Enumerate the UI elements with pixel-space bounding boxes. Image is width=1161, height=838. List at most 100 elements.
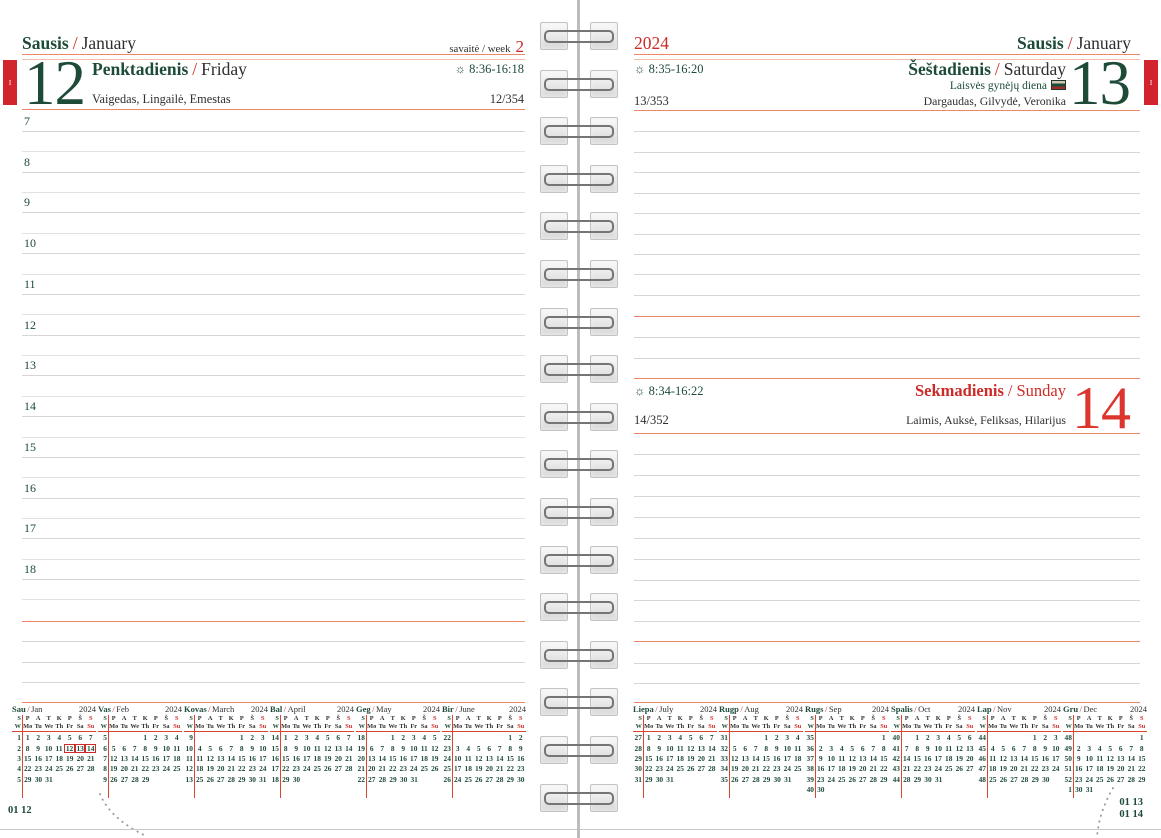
sun-icon: ☼ — [454, 62, 467, 76]
month-tab-right: I — [1144, 60, 1158, 105]
calendar-day-cell: 14 — [752, 753, 760, 763]
weekday-cell: We — [216, 722, 226, 730]
calendar-day-cell: 26 — [955, 764, 963, 774]
calendar-week-row: 42 14 15 16 17 18 19 20 — [891, 754, 975, 764]
week-label: savaitė / week — [449, 43, 511, 55]
calendar-day-cell: 22 — [762, 764, 770, 774]
calendar-day-cell: 18 — [313, 753, 321, 763]
calendar-day-cell: 20 — [741, 764, 749, 774]
calendar-week-row: 24 10 11 12 13 14 15 16 — [442, 754, 526, 764]
calendar-day-cell: 22 — [23, 764, 32, 774]
calendar-day-cell: 4 — [946, 733, 951, 743]
calendar-day-cell: 24 — [162, 764, 170, 774]
binding-wire — [544, 125, 614, 139]
today-box: 13 — [74, 743, 86, 754]
week-number-cell: 51 — [1064, 764, 1072, 774]
calendar-day-cell: 25 — [945, 764, 953, 774]
weekday-cell: K — [400, 715, 406, 722]
calendar-week-row: 14 1 2 3 4 5 6 7 — [270, 733, 354, 743]
weekday-cell: Sa — [955, 722, 963, 730]
calendar-day-cell: 27 — [859, 774, 867, 784]
weekday-cell: K — [849, 715, 855, 722]
weekday-cell: P — [197, 715, 202, 722]
calendar-week-row: 22 1 2 — [442, 733, 526, 743]
ruled-line — [634, 294, 1140, 296]
week-number-cell: 38 — [806, 764, 814, 774]
calendar-week-row: 47 18 19 20 21 22 23 24 — [977, 764, 1061, 774]
weekday-cell: P — [1076, 715, 1081, 722]
calendar-day-cell: 24 — [303, 764, 311, 774]
week-number-cell: 40 — [806, 784, 814, 794]
calendar-day-cell: 2 — [925, 733, 930, 743]
punch-hole-left — [540, 22, 568, 50]
calendar-day-cell: 20 — [217, 764, 225, 774]
left-day-name: Penktadienis / Friday — [92, 59, 247, 79]
calendar-day-cell: 31 — [784, 774, 792, 784]
ruled-line — [634, 682, 1140, 684]
calendar-day-cell: 22 — [389, 764, 397, 774]
ruled-line — [22, 497, 525, 499]
weekday-cell: S — [1068, 715, 1072, 722]
calendar-day-cell: 28 — [708, 764, 716, 774]
calendar-day-cell: 17 — [45, 753, 53, 763]
calendar-header-rule — [12, 731, 96, 733]
ruled-line — [22, 253, 525, 255]
calendar-day-cell: 26 — [848, 774, 856, 784]
calendar-day-cell: 16 — [816, 764, 825, 774]
calendar-day-cell: 25 — [420, 764, 428, 774]
calendar-day-cell: 13 — [334, 743, 342, 753]
calendar-day-cell: 26 — [731, 774, 739, 784]
spacer — [42, 704, 79, 715]
weekday-cell: Fr — [66, 722, 74, 730]
calendar-day-cell: 22 — [238, 764, 246, 774]
weekday-cell: T — [476, 715, 481, 722]
slash: / — [72, 33, 78, 53]
calendar-day-cell: 5 — [688, 733, 693, 743]
calendar-day-cell: 11 — [196, 753, 204, 763]
calendar-day-cell: 16 — [34, 753, 42, 763]
calendar-day-cell: 18 — [55, 753, 63, 763]
calendar-week-row: 35 1 — [805, 733, 889, 743]
calendar-day-cell: 16 — [152, 753, 160, 763]
calendar-header-rule — [356, 731, 440, 733]
calendar-day-cell: 27 — [485, 774, 493, 784]
weekday-cell: P — [946, 715, 951, 722]
calendar-week-row: 48 1 — [1063, 733, 1147, 743]
mini-calendar: Geg / May 2024 S P A T K P Š S W Mo Tu We Th Fr Sa Su 18 1 2 3 4… — [356, 704, 440, 798]
calendar-day-cell: 25 — [173, 764, 181, 774]
calendar-weekday-header: W Mo Tu We Th Fr Sa Su — [977, 723, 1061, 731]
binding-wire — [544, 791, 614, 805]
weekday-cell: Fr — [687, 722, 695, 730]
saturday-holiday: Laisvės gynėjų diena — [700, 80, 1066, 92]
weekday-cell: S — [519, 715, 523, 722]
calendar-week-row: 21 20 21 22 23 24 25 26 — [356, 764, 440, 774]
calendar-day-cell: 14 — [131, 753, 139, 763]
week-number-cell: 22 — [443, 733, 451, 743]
punch-hole-left — [540, 593, 568, 622]
weekday-cell: Fr — [1031, 722, 1039, 730]
weekday-cell: Su — [87, 722, 95, 730]
calendar-year: 2024 — [1130, 704, 1147, 714]
calendar-day-cell: 12 — [955, 743, 963, 753]
week-number-cell: 15 — [271, 743, 279, 753]
calendar-day-cell — [729, 733, 740, 743]
calendar-day-cell: 6 — [860, 743, 865, 753]
header-double-rule — [22, 54, 525, 60]
calendar-week-row: 1 30 31 — [1063, 785, 1147, 795]
spacer — [129, 704, 165, 715]
calendar-day-cell: 19 — [431, 753, 439, 763]
week-number-cell: 42 — [892, 753, 900, 763]
ruled-line — [634, 337, 1140, 338]
mini-calendar: Bir / June 2024 S P A T K P Š S W Mo Tu We Th Fr Sa Su 22 1 2 2… — [442, 704, 526, 798]
slash: / — [824, 704, 828, 714]
spacer — [673, 704, 700, 715]
calendar-day-cell: 14 — [708, 743, 716, 753]
calendar-day-cell: 2 — [657, 733, 662, 743]
left-month-header: Sausis / January — [22, 33, 136, 54]
ruled-line — [22, 579, 525, 581]
calendar-week-row: 6 5 6 7 8 9 10 11 — [98, 744, 182, 754]
calendar-day-cell: 28 — [345, 764, 353, 774]
weekday-cell: Š — [1129, 715, 1134, 722]
calendar-day-cell: 4 — [57, 733, 62, 743]
